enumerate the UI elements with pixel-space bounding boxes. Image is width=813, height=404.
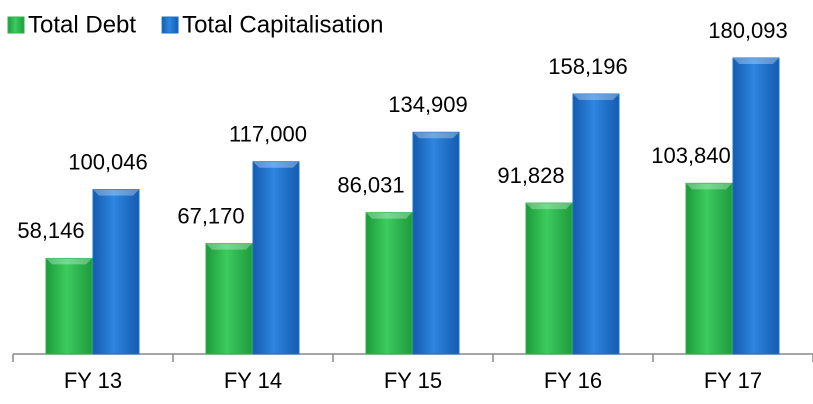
x-tick-label: FY 14 (224, 368, 282, 393)
data-label: 103,840 (651, 143, 731, 168)
legend-label: Total Debt (28, 11, 136, 38)
data-label: 91,828 (497, 163, 564, 188)
bar (525, 202, 573, 355)
bar-cap (253, 161, 299, 168)
bar-cap (93, 189, 139, 196)
bar-cap (366, 212, 412, 219)
bar (365, 212, 413, 355)
legend-label: Total Capitalisation (182, 11, 383, 38)
x-tick-label: FY 17 (704, 368, 762, 393)
data-label: 67,170 (177, 203, 244, 228)
data-label: 100,046 (68, 149, 148, 174)
bar-cap (733, 58, 779, 64)
bar-cap (526, 203, 572, 210)
bar (412, 131, 460, 355)
bar (685, 182, 733, 355)
bar-cap (686, 183, 732, 190)
bar-cap (413, 132, 459, 139)
legend-swatch (7, 16, 25, 34)
data-label: 58,146 (17, 218, 84, 243)
bar (45, 257, 93, 355)
bar (572, 93, 620, 355)
bar-cap (46, 258, 92, 265)
bar-cap (206, 243, 252, 250)
bar (92, 189, 140, 355)
x-tick-label: FY 13 (64, 368, 122, 393)
legend-swatch (161, 16, 179, 34)
data-label: 158,196 (548, 54, 628, 79)
x-tick-label: FY 16 (544, 368, 602, 393)
x-tick-label: FY 15 (384, 368, 442, 393)
data-label: 134,909 (388, 92, 468, 117)
data-label: 117,000 (229, 122, 307, 147)
data-label: 180,093 (708, 18, 788, 43)
bar-cap (573, 93, 619, 100)
bar (252, 161, 300, 355)
data-label: 86,031 (337, 172, 404, 197)
bar (205, 243, 253, 355)
bar (732, 57, 780, 355)
